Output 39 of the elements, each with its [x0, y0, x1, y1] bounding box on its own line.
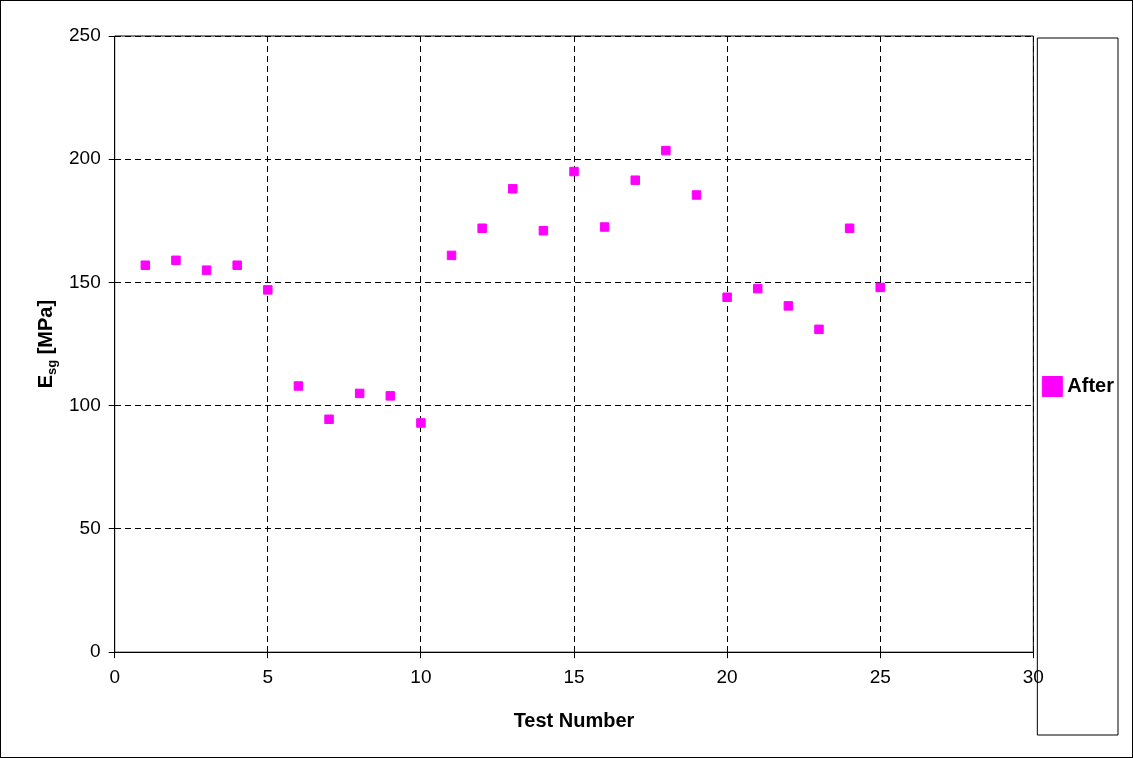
point	[324, 414, 334, 425]
x-tick-label: 10	[410, 665, 432, 687]
point	[446, 250, 457, 261]
x-tick-label: 20	[716, 665, 738, 687]
point	[171, 255, 181, 266]
point	[875, 282, 885, 293]
y-tick-label: 250	[69, 24, 101, 46]
point	[140, 260, 151, 270]
legend-label: After	[1067, 374, 1115, 397]
point	[293, 381, 304, 391]
point	[354, 388, 365, 399]
y-tick-label: 50	[79, 517, 101, 539]
point	[844, 223, 855, 233]
point	[569, 166, 579, 177]
point	[783, 301, 794, 311]
point	[263, 285, 273, 295]
point	[508, 184, 518, 194]
x-tick-label: 15	[563, 665, 585, 687]
point	[661, 145, 671, 156]
point	[232, 260, 242, 270]
point	[630, 175, 640, 185]
point	[814, 324, 824, 335]
y-tick-label: 200	[69, 147, 101, 169]
point	[599, 222, 610, 232]
point	[753, 283, 763, 294]
x-axis-title: Test Number	[513, 708, 635, 731]
point	[385, 391, 396, 401]
x-tick-label: 25	[869, 665, 891, 687]
point	[722, 292, 732, 303]
y-tick-label: 0	[90, 640, 101, 662]
x-tick-label: 0	[109, 665, 120, 687]
point	[538, 225, 549, 236]
point	[416, 418, 426, 428]
point	[201, 265, 212, 275]
y-tick-label: 100	[69, 393, 101, 415]
point	[477, 223, 487, 233]
x-tick-label: 5	[262, 665, 274, 687]
y-tick-label: 150	[69, 270, 101, 292]
point	[691, 190, 702, 200]
